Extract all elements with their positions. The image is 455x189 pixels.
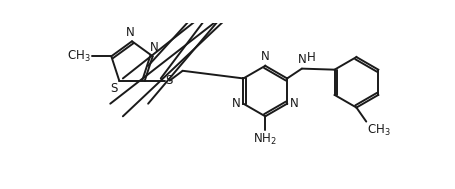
Text: N: N: [126, 26, 135, 39]
Text: CH$_3$: CH$_3$: [67, 49, 91, 64]
Text: N: N: [149, 41, 158, 54]
Text: H: H: [306, 51, 314, 64]
Text: CH$_3$: CH$_3$: [366, 123, 390, 138]
Text: S: S: [110, 82, 117, 95]
Text: NH$_2$: NH$_2$: [253, 132, 277, 147]
Text: N: N: [231, 97, 240, 110]
Text: N: N: [297, 53, 306, 66]
Text: N: N: [260, 50, 269, 63]
Text: S: S: [165, 74, 172, 88]
Text: N: N: [289, 97, 298, 110]
